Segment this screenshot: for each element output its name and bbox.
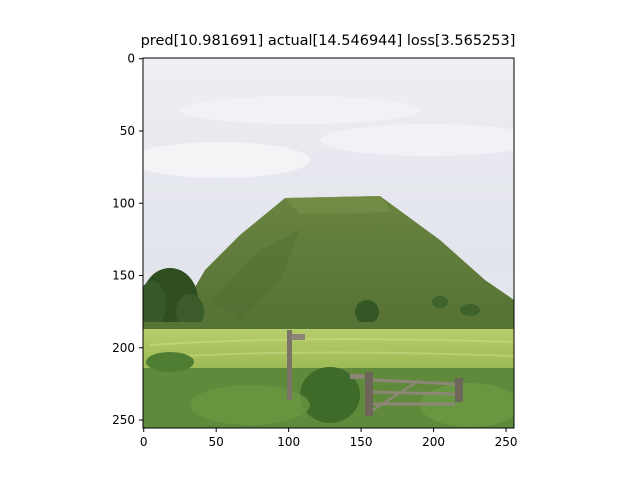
hill-top	[285, 196, 392, 214]
signpost-pole	[287, 330, 292, 400]
y-tick-label: 200	[112, 341, 135, 355]
figure-title: pred[10.981691] actual[14.546944] loss[3…	[140, 33, 516, 49]
x-tick-label: 0	[140, 435, 148, 449]
y-tick-label: 0	[127, 52, 135, 66]
hill-shadow	[210, 230, 300, 320]
shrub	[146, 352, 194, 372]
y-axis: 0 50 100 150 200 250	[112, 52, 143, 427]
cloud	[143, 142, 310, 178]
cloud	[320, 124, 514, 156]
gate	[350, 372, 463, 416]
tree	[143, 281, 166, 329]
landscape-photo	[143, 58, 514, 428]
axes-frame	[142, 57, 515, 429]
field	[143, 329, 514, 371]
bush	[355, 300, 379, 324]
tree	[176, 294, 204, 330]
x-axis: 0 50 100 150 200 250	[140, 428, 518, 449]
field-stripe	[149, 338, 514, 346]
bush	[460, 304, 480, 316]
grass-patch	[190, 385, 310, 425]
y-tick-label: 50	[120, 124, 135, 138]
x-tick-label: 250	[495, 435, 518, 449]
field-stripe	[149, 351, 514, 359]
cloud	[180, 96, 420, 124]
x-tick-label: 200	[422, 435, 445, 449]
y-tick-label: 100	[112, 196, 135, 210]
hedge	[143, 322, 514, 330]
x-tick-label: 100	[277, 435, 300, 449]
y-tick-label: 150	[112, 269, 135, 283]
signpost-arm	[291, 334, 305, 340]
shrub	[300, 367, 360, 423]
bush	[432, 296, 448, 308]
y-tick-label: 250	[112, 413, 135, 427]
hill	[170, 196, 514, 330]
x-tick-label: 150	[350, 435, 373, 449]
x-tick-label: 50	[209, 435, 224, 449]
